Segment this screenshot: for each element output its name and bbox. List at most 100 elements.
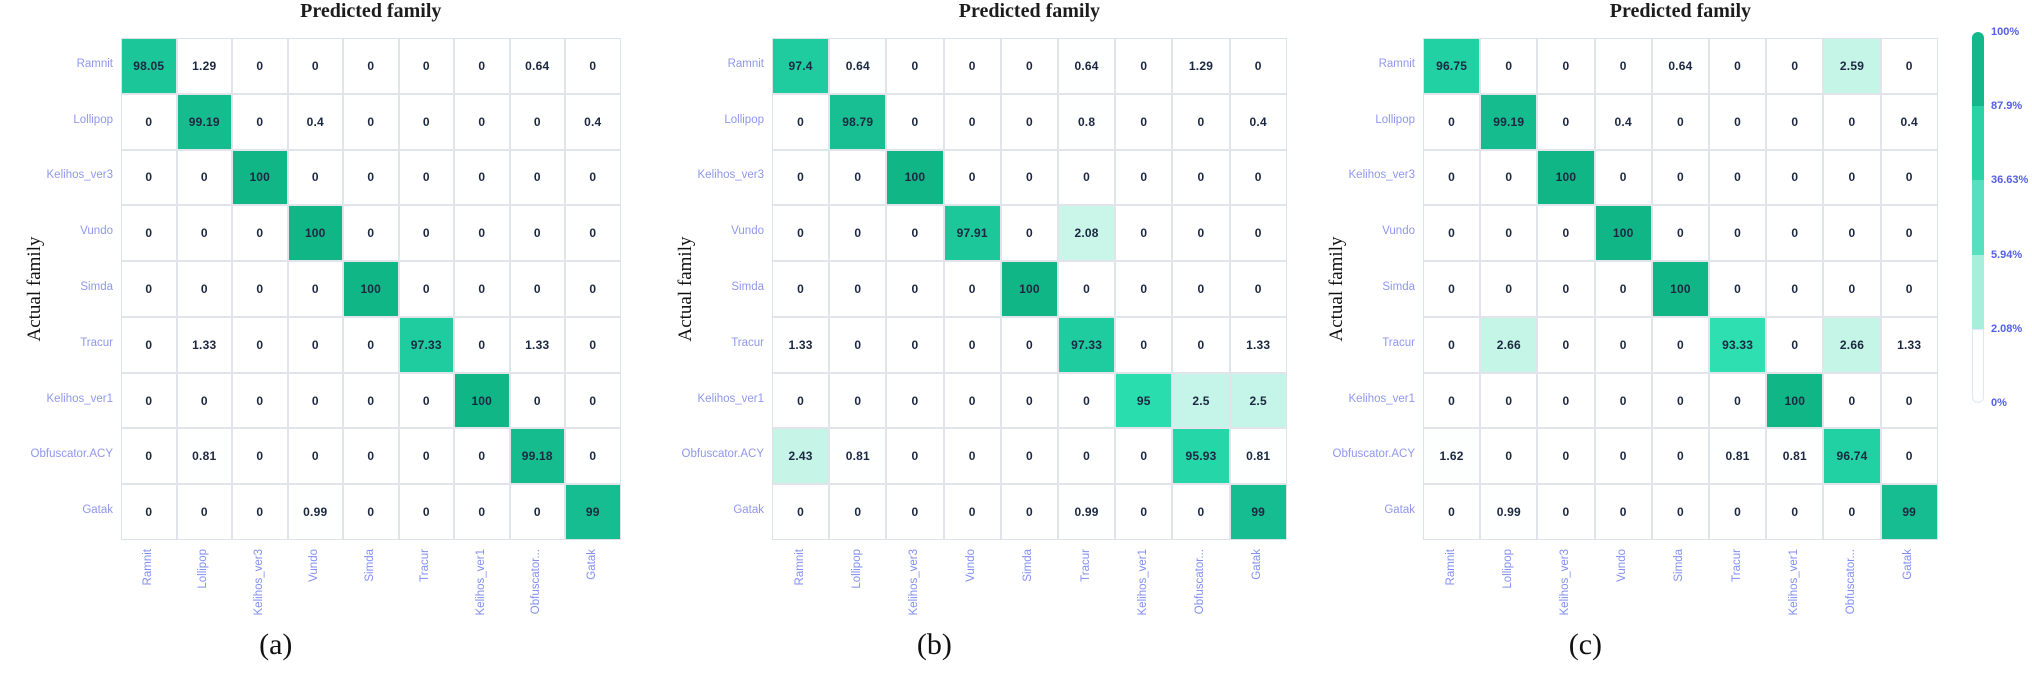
heatmap-cell: 97.4	[773, 39, 829, 93]
x-axis-title-b: Predicted family	[958, 0, 1101, 22]
heatmap-cell: 100	[455, 373, 509, 428]
heatmap-cell: 0.4	[566, 94, 620, 149]
heatmap-cell: 0	[344, 429, 398, 484]
heatmap-cell: 1.62	[1424, 429, 1480, 484]
heatmap-cell: 0	[233, 94, 287, 149]
heatmap-cell: 0	[1881, 429, 1937, 484]
heatmap-cell: 2.43	[773, 429, 829, 484]
y-tick-label: Gatak	[82, 504, 113, 517]
y-tick-label: Obfuscator.ACY	[1332, 448, 1415, 461]
heatmap-cell: 0	[1652, 206, 1708, 261]
heatmap-cell: 0	[1001, 485, 1057, 539]
x-tick-label: Obfuscator...	[530, 549, 543, 615]
heatmap-cell: 0	[510, 206, 564, 261]
heatmap-cell: 0	[122, 94, 176, 149]
heatmap-cell: 0	[1230, 150, 1286, 205]
heatmap-cell: 100	[344, 262, 398, 316]
y-tick-label: Ramnit	[1378, 57, 1415, 70]
heatmap-cell: 0	[1538, 206, 1594, 261]
heatmap-cell: 0	[399, 94, 453, 149]
y-tick-label: Tracur	[1382, 336, 1415, 349]
x-tick-label: Simda	[363, 549, 376, 582]
heatmap-cell: 0	[1767, 317, 1823, 372]
heatmap-cell: 0	[1116, 206, 1172, 261]
heatmap-cell: 100	[288, 206, 342, 261]
heatmap-cell: 0	[1538, 94, 1594, 149]
heatmap-cell: 100	[1001, 262, 1057, 316]
heatmap-cell: 0.8	[1059, 94, 1115, 149]
heatmap-cell: 0	[773, 150, 829, 205]
heatmap-cell: 0	[566, 39, 620, 93]
heatmap-cell: 0.4	[1881, 94, 1937, 149]
heatmap-cell: 95.93	[1173, 429, 1229, 484]
heatmap-cell: 0	[1767, 485, 1823, 539]
heatmap-cell: 0	[1481, 39, 1537, 93]
heatmap-cell: 0	[887, 485, 943, 539]
x-tick-label: Gatak	[1251, 549, 1264, 580]
heatmap-cell: 0	[1116, 429, 1172, 484]
heatmap-cell: 0	[1881, 373, 1937, 428]
heatmap-cell: 0	[122, 373, 176, 428]
heatmap-cell: 0	[233, 429, 287, 484]
heatmap-cell: 0	[455, 206, 509, 261]
heatmap-cell: 0.64	[510, 39, 564, 93]
heatmap-cell: 0	[1767, 206, 1823, 261]
heatmap-cell: 100	[887, 150, 943, 205]
heatmap-cell: 0	[344, 39, 398, 93]
heatmap-cell: 0	[177, 206, 231, 261]
heatmap-cell: 0	[399, 206, 453, 261]
heatmap-cell: 0	[1538, 39, 1594, 93]
heatmap-cell: 0	[1059, 373, 1115, 428]
colorbar-tick-label: 0%	[1991, 397, 2007, 409]
heatmap-cell: 0	[233, 262, 287, 316]
heatmap-cell: 0	[344, 150, 398, 205]
y-tick-label: Kelihos_ver1	[697, 392, 764, 405]
y-tick-label: Vundo	[80, 225, 113, 238]
x-tick-label: Gatak	[1902, 549, 1915, 580]
x-tick-label: Kelihos_ver1	[1787, 549, 1800, 616]
heatmap-cell: 0	[1824, 150, 1880, 205]
heatmap-cell: 0	[830, 150, 886, 205]
heatmap-cell: 0	[566, 262, 620, 316]
heatmap-cell: 0	[1652, 485, 1708, 539]
heatmap-cell: 0	[1652, 317, 1708, 372]
heatmap-cell: 0	[455, 429, 509, 484]
heatmap-cell: 0	[1230, 262, 1286, 316]
y-tick-label: Kelihos_ver1	[1348, 392, 1415, 405]
heatmap-cell: 0	[944, 262, 1000, 316]
heatmap-cell: 0	[1481, 150, 1537, 205]
heatmap-cell: 0	[566, 317, 620, 372]
heatmap-cell: 0	[122, 206, 176, 261]
heatmap-cell: 0	[830, 262, 886, 316]
heatmap-cell: 0	[344, 317, 398, 372]
heatmap-cell: 0	[1767, 94, 1823, 149]
heatmap-cell: 0.64	[1652, 39, 1708, 93]
heatmap-cell: 0	[1652, 150, 1708, 205]
heatmap-cell: 0	[773, 262, 829, 316]
x-tick-label: Lollipop	[1501, 549, 1514, 589]
heatmap-cell: 0	[1173, 317, 1229, 372]
colorbar-tick-label: 36.63%	[1991, 174, 2029, 187]
heatmap-cell: 0	[887, 317, 943, 372]
heatmap-cell: 0	[1710, 262, 1766, 316]
heatmap-cell: 0	[233, 373, 287, 428]
colorbar-segment	[1972, 32, 1984, 107]
heatmap-cell: 0	[122, 317, 176, 372]
heatmap-cell: 0	[1001, 39, 1057, 93]
heatmap-cell: 0.81	[1710, 429, 1766, 484]
heatmap-cell: 1.29	[177, 39, 231, 93]
heatmap-cell: 0	[1710, 94, 1766, 149]
heatmap-cell: 0	[177, 485, 231, 539]
heatmap-cell: 2.5	[1230, 373, 1286, 428]
heatmap-cell: 0	[1595, 429, 1651, 484]
y-tick-label: Simda	[1382, 281, 1415, 293]
heatmap-cell: 0.64	[830, 39, 886, 93]
y-tick-label: Kelihos_ver1	[46, 392, 113, 405]
heatmap-cell: 99	[1230, 485, 1286, 539]
heatmap-cell: 0	[1424, 94, 1480, 149]
heatmap-cell: 0	[1424, 485, 1480, 539]
y-tick-label: Ramnit	[76, 57, 113, 70]
heatmap-cell: 0	[887, 429, 943, 484]
heatmap-cell: 2.08	[1059, 206, 1115, 261]
heatmap-cell: 0	[1173, 206, 1229, 261]
